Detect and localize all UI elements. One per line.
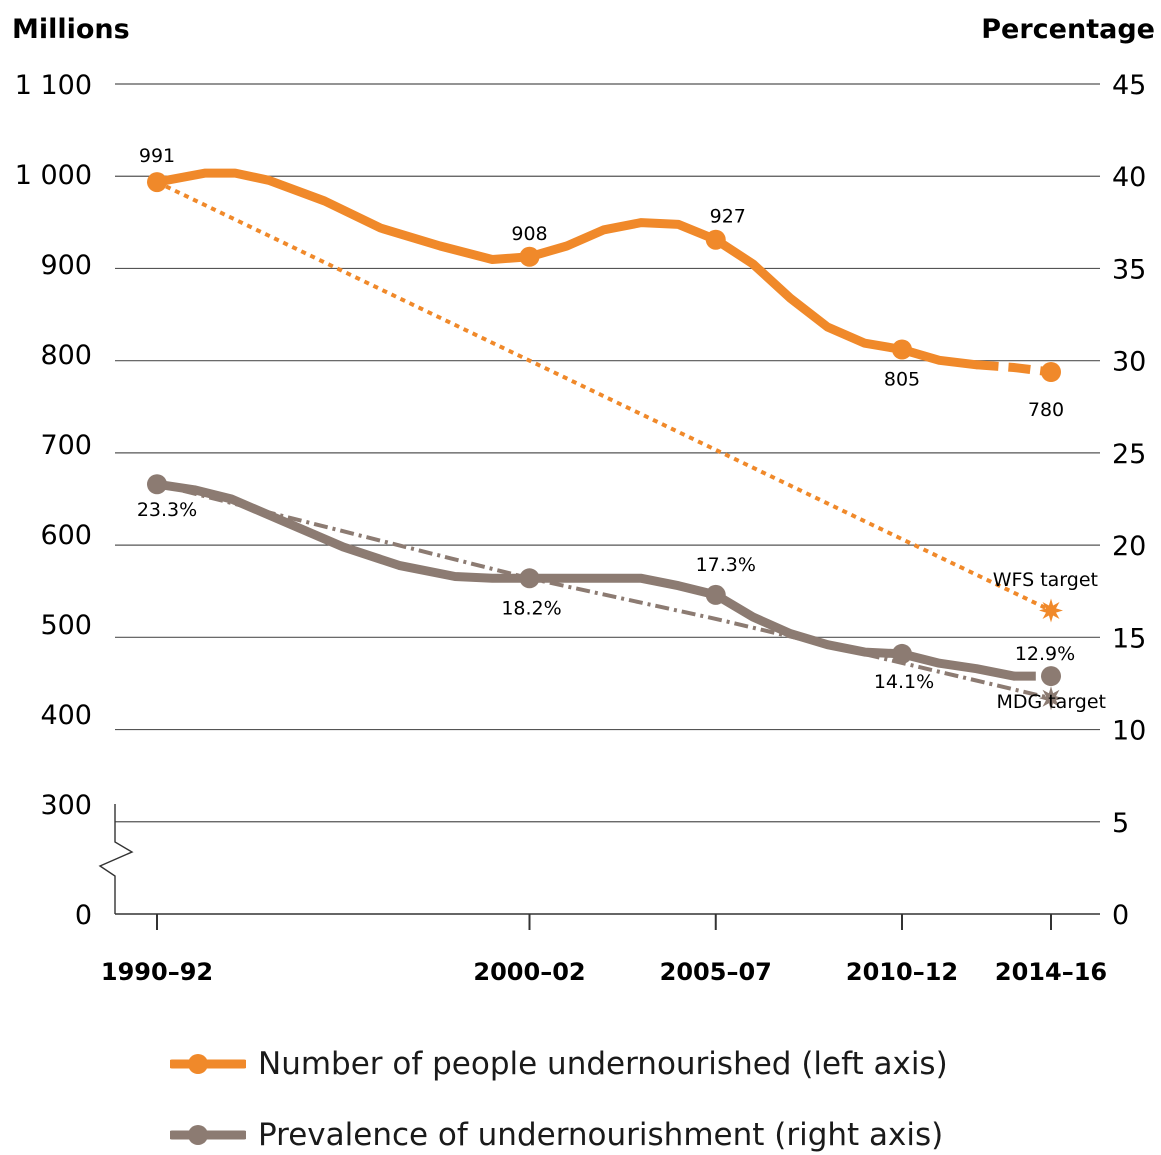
right-tick-label: 0 [1112, 900, 1129, 931]
series-marker-1 [1041, 666, 1061, 687]
left-tick-label: 1 000 [15, 160, 92, 191]
mdg-target-line [156, 482, 1052, 701]
series-line-0 [152, 168, 981, 370]
data-label-undernourished: 927 [710, 206, 746, 228]
left-axis-title: Millions [12, 14, 130, 45]
legend-item-undernourished: Number of people undernourished (left ax… [170, 1046, 948, 1082]
mdg-target-label: MDG target [996, 691, 1106, 713]
left-tick-label: 600 [40, 520, 92, 551]
legend-label-prevalence: Prevalence of undernourishment (right ax… [258, 1117, 944, 1153]
series-marker-1 [892, 643, 912, 664]
data-label-prevalence: 23.3% [137, 499, 197, 521]
left-tick-label: 800 [40, 340, 92, 371]
right-tick-label: 35 [1112, 254, 1146, 285]
series-projected-0 [976, 360, 1052, 377]
series-marker-0 [147, 172, 167, 193]
right-tick-label: 45 [1112, 70, 1146, 101]
data-labels: WFS target MDG target 991 908 927 805 780 23.3%… [137, 145, 1106, 713]
left-tick-label: 1 100 [15, 70, 92, 101]
data-label-prevalence: 12.9% [1015, 643, 1075, 665]
series-marker-1 [705, 584, 726, 605]
data-label-undernourished: 805 [884, 369, 920, 391]
data-label-undernourished: 991 [139, 145, 175, 167]
right-axis-title: Percentage [981, 14, 1155, 45]
x-tick-label: 2010–12 [846, 958, 958, 986]
data-label-undernourished: 908 [511, 223, 547, 245]
data-label-prevalence: 17.3% [696, 554, 756, 576]
x-axis: 1990–92 2000–02 2005–07 2010–12 2014–16 [101, 914, 1107, 986]
legend-item-prevalence: Prevalence of undernourishment (right ax… [170, 1117, 943, 1153]
series-marker-0 [892, 339, 912, 360]
right-tick-label: 40 [1112, 162, 1146, 193]
left-tick-label: 900 [40, 250, 92, 281]
left-tick-label: 400 [40, 700, 92, 731]
series-marker-0 [705, 229, 726, 250]
wfs-target-line [156, 180, 1052, 613]
legend-label-undernourished: Number of people undernourished (left ax… [258, 1046, 948, 1082]
right-tick-label: 20 [1112, 531, 1146, 562]
right-tick-label: 15 [1112, 623, 1146, 654]
x-tick-label: 1990–92 [101, 958, 213, 986]
series-marker-0 [519, 246, 540, 267]
left-tick-label: 300 [40, 790, 92, 821]
legend-swatch-grey [170, 1125, 246, 1145]
target-lines [156, 180, 1063, 711]
series-marker-1 [519, 568, 540, 589]
x-tick-label: 2005–07 [660, 958, 772, 986]
data-label-prevalence: 18.2% [501, 597, 561, 619]
series-lines [147, 168, 1061, 687]
mdg-target-star [1039, 686, 1063, 711]
right-tick-label: 10 [1112, 716, 1146, 747]
data-label-prevalence: 14.1% [874, 671, 934, 693]
axis-break [98, 804, 134, 914]
left-tick-label: 500 [40, 610, 92, 641]
series-marker-0 [1041, 362, 1061, 382]
left-tick-label: 0 [75, 900, 92, 931]
wfs-target-label: WFS target [993, 569, 1098, 591]
wfs-target-star [1039, 598, 1063, 623]
right-tick-label: 5 [1112, 808, 1129, 839]
series-line-1 [152, 479, 1019, 681]
right-axis-ticks: 0 5 10 15 20 25 30 35 40 45 [1112, 70, 1146, 931]
right-tick-label: 30 [1112, 347, 1146, 378]
left-axis-ticks: 0 300 400 500 600 700 800 900 1 000 1 100 [15, 70, 92, 931]
x-tick-label: 2014–16 [995, 958, 1107, 986]
legend-swatch-orange [170, 1054, 246, 1074]
gridlines [98, 83, 1100, 915]
x-tick-label: 2000–02 [473, 958, 585, 986]
right-tick-label: 25 [1112, 439, 1146, 470]
left-tick-label: 700 [40, 430, 92, 461]
series-marker-1 [147, 474, 167, 495]
data-label-undernourished: 780 [1028, 399, 1064, 421]
